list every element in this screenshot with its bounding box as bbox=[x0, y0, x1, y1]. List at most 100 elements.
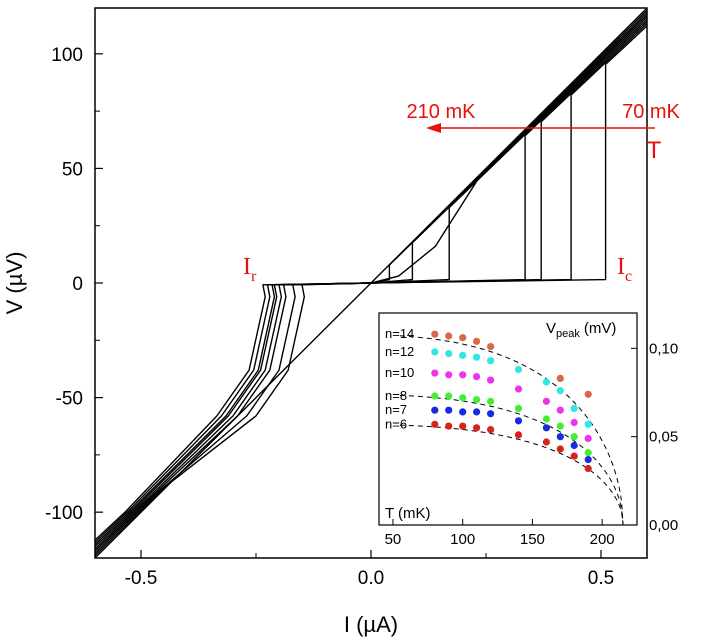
ic-subscript: c bbox=[625, 268, 632, 285]
point-n-7 bbox=[473, 408, 481, 416]
x-tick-label: 0.5 bbox=[588, 568, 614, 589]
point-n-10 bbox=[556, 406, 564, 414]
inset-y-tick-label: 0,00 bbox=[649, 517, 678, 534]
annotation-left-temperature: 210 mK bbox=[407, 101, 477, 123]
temperature-arrow-head bbox=[426, 123, 441, 133]
ic-label: I bbox=[617, 254, 625, 280]
series-label-n-14: n=14 bbox=[385, 326, 414, 341]
point-n-8 bbox=[556, 422, 564, 430]
y-tick-label: -100 bbox=[45, 503, 83, 524]
y-tick-label: 100 bbox=[51, 45, 83, 66]
series-label-n-10: n=10 bbox=[385, 365, 414, 380]
point-n-10 bbox=[445, 371, 453, 379]
main-axis-ticks: -100 -50 0 50 100 -0.5 0.0 0.5 bbox=[45, 45, 614, 589]
inset-y-label-sub: peak bbox=[556, 328, 580, 340]
point-n-14 bbox=[556, 374, 564, 382]
ir-subscript: r bbox=[251, 268, 257, 285]
iv-curve-t2 bbox=[94, 23, 648, 543]
point-n-6 bbox=[473, 424, 481, 432]
point-n-7 bbox=[542, 424, 551, 432]
point-n-12 bbox=[473, 353, 481, 361]
point-n-12 bbox=[584, 420, 592, 428]
point-n-8 bbox=[542, 415, 551, 423]
point-n-10 bbox=[473, 373, 481, 381]
inset-y-axis-label: Vpeak (mV) bbox=[546, 320, 616, 340]
iv-curve-210-mk bbox=[94, 7, 648, 559]
point-n-6 bbox=[459, 422, 467, 430]
point-n-8 bbox=[514, 404, 523, 412]
series-label-n-7: n=7 bbox=[385, 402, 407, 417]
inset-y-label-main: V bbox=[546, 320, 556, 337]
point-n-8 bbox=[584, 449, 592, 457]
point-n-12 bbox=[487, 357, 495, 365]
point-n-8 bbox=[487, 397, 495, 405]
point-n-7 bbox=[584, 456, 592, 464]
point-n-12 bbox=[514, 365, 523, 374]
annotation-right-temperature: 70 mK bbox=[622, 101, 680, 123]
inset-data-points bbox=[431, 330, 592, 473]
x-tick-label: 0.0 bbox=[358, 568, 384, 589]
series-label-n-8: n=8 bbox=[385, 388, 407, 403]
inset-x-tick-label: 200 bbox=[590, 531, 615, 548]
y-tick-label: 50 bbox=[62, 159, 83, 180]
series-label-n-6: n=6 bbox=[385, 416, 407, 431]
y-tick-label: 0 bbox=[72, 274, 83, 295]
point-n-14 bbox=[584, 390, 592, 398]
inset-y-tick-label: 0,05 bbox=[649, 429, 678, 446]
annotation-temperature-symbol: T bbox=[647, 137, 662, 164]
inset-x-tick-label: 150 bbox=[520, 531, 545, 548]
iv-curve-t4 bbox=[94, 18, 648, 548]
annotation-ir: Ir bbox=[243, 254, 257, 285]
point-n-14 bbox=[445, 332, 453, 340]
point-n-6 bbox=[584, 464, 592, 473]
point-n-10 bbox=[542, 397, 551, 405]
point-n-7 bbox=[570, 441, 578, 450]
point-n-8 bbox=[445, 392, 453, 400]
point-n-10 bbox=[570, 418, 578, 427]
point-n-6 bbox=[570, 452, 578, 460]
iv-curve-t3 bbox=[94, 20, 648, 546]
series-label-n-12: n=12 bbox=[385, 344, 414, 359]
point-n-14 bbox=[487, 343, 495, 351]
iv-curve-t5 bbox=[94, 16, 648, 550]
inset-x-axis-label: T (mK) bbox=[385, 505, 431, 522]
fit-n14 bbox=[399, 335, 624, 526]
inset-x-tick-label: 50 bbox=[385, 531, 402, 548]
point-n-7 bbox=[514, 417, 523, 425]
point-n-6 bbox=[431, 420, 439, 428]
point-n-6 bbox=[556, 445, 564, 453]
point-n-6 bbox=[514, 431, 523, 439]
point-n-8 bbox=[459, 394, 467, 402]
point-n-12 bbox=[431, 348, 439, 356]
point-n-12 bbox=[556, 387, 564, 395]
main-y-axis-label: V (µV) bbox=[2, 252, 27, 315]
point-n-7 bbox=[556, 433, 564, 441]
inset-axis-ticks: 50 100 150 200 0,00 0,05 0,10 bbox=[385, 340, 679, 548]
point-n-10 bbox=[514, 385, 523, 393]
inset-plot-frame bbox=[378, 312, 638, 526]
point-n-14 bbox=[473, 337, 481, 345]
point-n-12 bbox=[459, 351, 467, 359]
point-n-7 bbox=[431, 406, 439, 414]
point-n-7 bbox=[445, 406, 453, 414]
main-x-axis-label: I (µA) bbox=[344, 612, 398, 637]
point-n-6 bbox=[487, 426, 495, 434]
iv-curve-70-mk bbox=[94, 25, 648, 541]
iv-curve-t8 bbox=[94, 9, 648, 557]
inset-series-labels: n=14 n=12 n=10 n=8n=7n=6 bbox=[385, 326, 414, 431]
x-tick-label: -0.5 bbox=[125, 568, 158, 589]
point-n-8 bbox=[473, 396, 481, 404]
point-n-8 bbox=[431, 392, 439, 400]
point-n-12 bbox=[542, 378, 551, 386]
iv-curve-t6 bbox=[94, 14, 648, 552]
point-n-7 bbox=[459, 408, 467, 416]
point-n-10 bbox=[487, 376, 495, 384]
point-n-10 bbox=[431, 369, 439, 377]
point-n-12 bbox=[445, 350, 453, 358]
annotation-ic: Ic bbox=[617, 254, 632, 285]
inset-x-tick-label: 100 bbox=[450, 531, 475, 548]
point-n-14 bbox=[431, 330, 439, 338]
iv-curve-t7 bbox=[94, 12, 648, 554]
point-n-7 bbox=[487, 410, 495, 418]
